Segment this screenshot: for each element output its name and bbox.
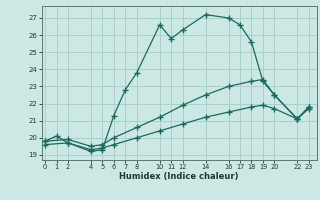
X-axis label: Humidex (Indice chaleur): Humidex (Indice chaleur) xyxy=(119,172,239,181)
